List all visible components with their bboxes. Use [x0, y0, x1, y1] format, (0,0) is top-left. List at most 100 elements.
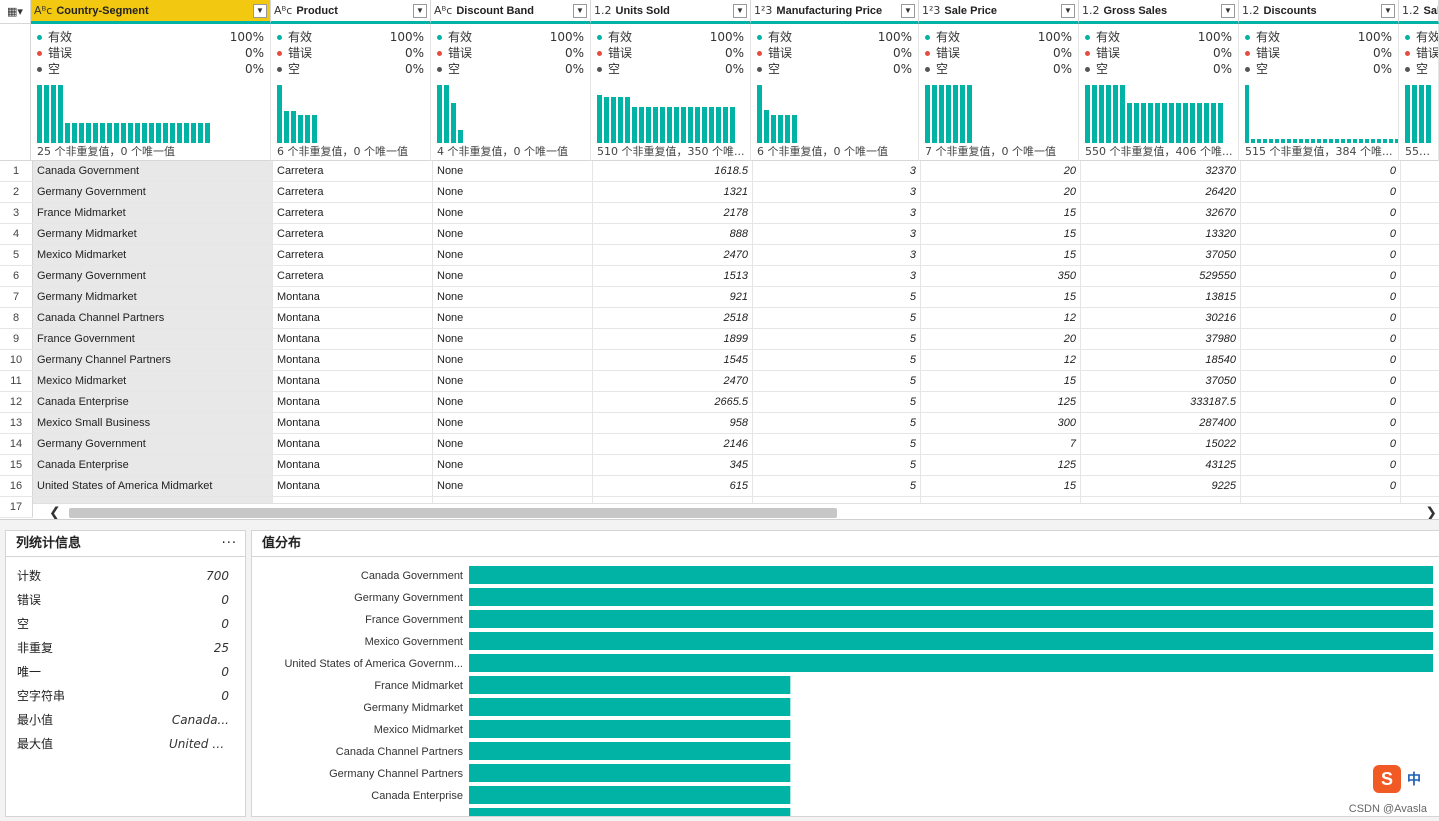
table-cell[interactable]: 2518	[593, 308, 753, 328]
column-type-icon[interactable]: Aᴮc	[274, 4, 293, 17]
histogram-bar[interactable]	[1211, 103, 1216, 143]
histogram-bar[interactable]	[198, 123, 203, 143]
table-cell[interactable]: 3	[753, 224, 921, 244]
table-cell[interactable]: 0	[1241, 350, 1401, 370]
histogram-bar[interactable]	[1412, 85, 1417, 143]
table-cell[interactable]: 0	[1241, 266, 1401, 286]
table-cell[interactable]: Montana	[273, 329, 433, 349]
table-cell[interactable]: Germany Midmarket	[33, 224, 273, 244]
table-cell[interactable]: 5	[753, 455, 921, 475]
histogram-bar[interactable]	[1299, 139, 1303, 143]
histogram-bar[interactable]	[142, 123, 147, 143]
table-cell[interactable]: None	[433, 224, 593, 244]
distribution-bar[interactable]	[469, 676, 791, 694]
histogram-bar[interactable]	[156, 123, 161, 143]
histogram-bar[interactable]	[1383, 139, 1387, 143]
histogram-bar[interactable]	[1353, 139, 1357, 143]
histogram-bar[interactable]	[1329, 139, 1333, 143]
column-distribution-histogram[interactable]	[277, 83, 317, 143]
table-cell[interactable]: 3	[753, 203, 921, 223]
table-cell[interactable]: United States of America Midmarket	[33, 476, 273, 496]
histogram-bar[interactable]	[1323, 139, 1327, 143]
table-cell[interactable]: None	[433, 182, 593, 202]
table-cell[interactable]: Montana	[273, 434, 433, 454]
histogram-bar[interactable]	[1134, 103, 1139, 143]
table-cell[interactable]: 2665.5	[593, 392, 753, 412]
table-row[interactable]: 2 Germany Government Carretera None 1321 3 20 2…	[0, 182, 1439, 203]
distribution-bar[interactable]	[469, 566, 1433, 584]
table-cell[interactable]: 0	[1241, 203, 1401, 223]
filter-dropdown-icon[interactable]: ▼	[1221, 4, 1235, 18]
histogram-bar[interactable]	[107, 123, 112, 143]
column-header-product[interactable]: Aᴮc Product ▼	[271, 0, 431, 24]
histogram-bar[interactable]	[163, 123, 168, 143]
histogram-bar[interactable]	[597, 95, 602, 143]
table-cell[interactable]: 15022	[1081, 434, 1241, 454]
table-cell[interactable]: 1618.5	[593, 161, 753, 181]
histogram-bar[interactable]	[1405, 85, 1410, 143]
row-number[interactable]: 6	[0, 266, 33, 286]
histogram-bar[interactable]	[1155, 103, 1160, 143]
distribution-bar[interactable]	[469, 654, 1433, 672]
table-cell[interactable]: Canada Channel Partners	[33, 308, 273, 328]
table-cell[interactable]: None	[433, 434, 593, 454]
column-distribution-histogram[interactable]	[757, 83, 797, 143]
table-row[interactable]: 3 France Midmarket Carretera None 2178 3 15 326…	[0, 203, 1439, 224]
filter-dropdown-icon[interactable]: ▼	[1061, 4, 1075, 18]
table-row[interactable]: 7 Germany Midmarket Montana None 921 5 15 13815…	[0, 287, 1439, 308]
histogram-bar[interactable]	[1341, 139, 1345, 143]
histogram-bar[interactable]	[1106, 85, 1111, 143]
histogram-bar[interactable]	[114, 123, 119, 143]
histogram-bar[interactable]	[37, 85, 42, 143]
table-cell[interactable]: 5	[753, 329, 921, 349]
table-cell[interactable]: Montana	[273, 350, 433, 370]
table-cell[interactable]: 0	[1241, 287, 1401, 307]
table-cell[interactable]: None	[433, 329, 593, 349]
histogram-bar[interactable]	[100, 123, 105, 143]
histogram-bar[interactable]	[1113, 85, 1118, 143]
row-number[interactable]: 11	[0, 371, 33, 391]
table-cell[interactable]: None	[433, 413, 593, 433]
table-cell[interactable]: Carretera	[273, 203, 433, 223]
table-cell[interactable]: Germany Midmarket	[33, 287, 273, 307]
histogram-bar[interactable]	[291, 111, 296, 143]
filter-dropdown-icon[interactable]: ▼	[253, 4, 267, 18]
column-distribution-histogram[interactable]	[1405, 83, 1431, 143]
histogram-bar[interactable]	[632, 107, 637, 143]
row-number[interactable]: 9	[0, 329, 33, 349]
table-cell[interactable]: 615	[593, 476, 753, 496]
table-row[interactable]: 12 Canada Enterprise Montana None 2665.5 5 125…	[0, 392, 1439, 413]
histogram-bar[interactable]	[702, 107, 707, 143]
table-cell[interactable]: 2470	[593, 245, 753, 265]
distribution-bar[interactable]	[469, 698, 791, 716]
table-cell[interactable]: 3	[753, 161, 921, 181]
histogram-bar[interactable]	[458, 130, 463, 143]
row-number[interactable]: 5	[0, 245, 33, 265]
histogram-bar[interactable]	[730, 107, 735, 143]
histogram-bar[interactable]	[1120, 85, 1125, 143]
row-number[interactable]: 10	[0, 350, 33, 370]
histogram-bar[interactable]	[191, 123, 196, 143]
table-row[interactable]: 10 Germany Channel Partners Montana None 154…	[0, 350, 1439, 371]
histogram-bar[interactable]	[674, 107, 679, 143]
table-cell[interactable]: Carretera	[273, 245, 433, 265]
table-cell[interactable]: 0	[1241, 161, 1401, 181]
filter-dropdown-icon[interactable]: ▼	[573, 4, 587, 18]
table-cell[interactable]: 5	[753, 476, 921, 496]
table-cell[interactable]: 20	[921, 329, 1081, 349]
histogram-bar[interactable]	[1293, 139, 1297, 143]
table-menu-icon[interactable]: ▦▾	[0, 0, 31, 24]
distribution-bar[interactable]	[469, 720, 791, 738]
filter-dropdown-icon[interactable]: ▼	[901, 4, 915, 18]
histogram-bar[interactable]	[653, 107, 658, 143]
histogram-bar[interactable]	[177, 123, 182, 143]
table-cell[interactable]: Mexico Small Business	[33, 413, 273, 433]
histogram-bar[interactable]	[170, 123, 175, 143]
table-cell[interactable]: 5	[753, 413, 921, 433]
histogram-bar[interactable]	[451, 103, 456, 143]
row-number[interactable]: 17	[0, 497, 33, 517]
histogram-bar[interactable]	[1218, 103, 1223, 143]
table-cell[interactable]: None	[433, 392, 593, 412]
histogram-bar[interactable]	[1183, 103, 1188, 143]
table-cell[interactable]: 125	[921, 455, 1081, 475]
